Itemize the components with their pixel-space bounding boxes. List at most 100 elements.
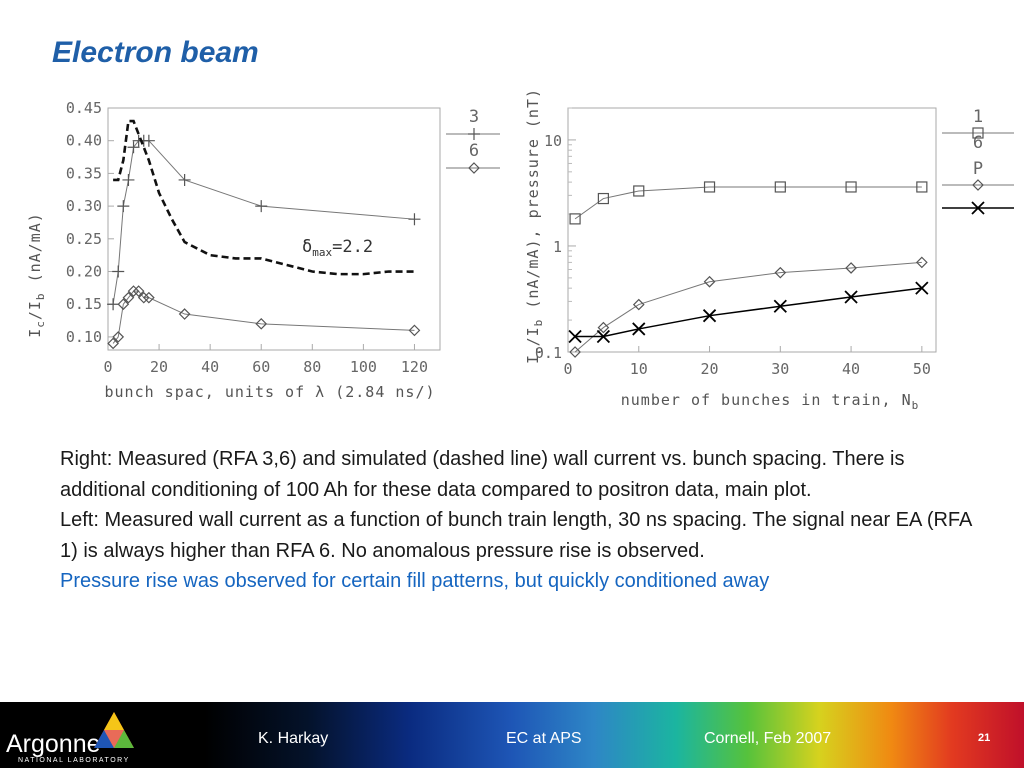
right-x-tick-label: 50 bbox=[913, 360, 931, 378]
footer-author: K. Harkay bbox=[258, 730, 329, 747]
right-x-tick-label: 30 bbox=[771, 360, 789, 378]
slide-title: Electron beam bbox=[52, 36, 259, 69]
left-y-tick-label: 0.30 bbox=[66, 197, 102, 215]
series-1-point bbox=[569, 213, 581, 225]
left-x-tick-label: 80 bbox=[303, 358, 321, 376]
chart-wall-current-vs-train-length: 0.1 1 10 0 10 20 30 40 50 1 6 P number of bunches … bbox=[524, 90, 1014, 412]
argonne-logo-text: Argonne bbox=[6, 730, 101, 758]
series-3-line bbox=[112, 140, 415, 305]
series-6-point bbox=[112, 331, 125, 343]
left-plot-frame bbox=[107, 107, 441, 351]
series-P-point bbox=[844, 290, 858, 304]
right-x-axis-label: number of bunches in train, Nb​ bbox=[621, 391, 920, 412]
right-plot-frame bbox=[567, 107, 937, 353]
series-3-point bbox=[127, 141, 140, 154]
series-6-point bbox=[632, 298, 645, 311]
right-y-tick-label: 10 bbox=[544, 132, 562, 150]
series-1-point bbox=[703, 181, 716, 193]
right-legend-label-P: P bbox=[973, 159, 983, 179]
simulated-dashed-line bbox=[113, 119, 415, 276]
left-x-tick-label: 0 bbox=[103, 358, 112, 376]
argonne-logo-subtitle: NATIONAL LABORATORY bbox=[18, 757, 130, 764]
series-6-point bbox=[569, 346, 581, 358]
right-x-tick-label: 0 bbox=[563, 360, 572, 378]
left-legend-marker-3 bbox=[468, 128, 480, 140]
series-P-point bbox=[702, 309, 717, 323]
series-6-point bbox=[117, 298, 130, 311]
series-1-point bbox=[597, 192, 609, 205]
chart-wall-current-vs-spacing: 0.10 0.15 0.20 0.25 0.30 0.35 0.40 0.45 0 20 40 60 8… bbox=[26, 99, 500, 401]
series-P-point bbox=[773, 299, 787, 313]
series-3-point bbox=[117, 200, 130, 213]
page-number: 21 bbox=[978, 732, 991, 744]
right-y-tick-label: 1 bbox=[553, 238, 562, 256]
right-legend-label-1: 1 bbox=[973, 107, 983, 127]
paragraph-right-description: Right: Measured (RFA 3,6) and simulated … bbox=[60, 448, 905, 501]
series-6-line bbox=[112, 290, 415, 344]
left-x-tick-label: 20 bbox=[150, 358, 168, 376]
series-6-point bbox=[143, 291, 155, 304]
left-y-tick-label: 0.40 bbox=[66, 132, 102, 150]
series-6-point bbox=[132, 285, 145, 297]
series-6-point bbox=[137, 291, 150, 304]
left-legend-label-3: 3 bbox=[469, 107, 479, 127]
left-y-tick-label: 0.45 bbox=[66, 99, 102, 117]
series-6-point bbox=[107, 337, 119, 350]
right-x-tick-label: 10 bbox=[630, 360, 648, 378]
right-legend-marker-P bbox=[971, 201, 985, 215]
highlight-statement: Pressure rise was observed for certain f… bbox=[60, 570, 770, 592]
paragraph-left-description: Left: Measured wall current as a functio… bbox=[60, 509, 972, 562]
right-legend-label-6: 6 bbox=[973, 133, 983, 153]
series-3-point bbox=[107, 298, 120, 311]
series-6-point bbox=[408, 324, 421, 337]
left-y-tick-label: 0.35 bbox=[66, 164, 102, 182]
right-legend-marker-1 bbox=[972, 127, 984, 139]
series-6-point bbox=[774, 266, 787, 279]
right-x-tick-label: 40 bbox=[842, 360, 860, 378]
left-y-tick-label: 0.20 bbox=[66, 263, 102, 281]
series-3-point bbox=[142, 134, 155, 147]
series-1-point bbox=[633, 185, 645, 197]
series-1-line bbox=[574, 186, 922, 220]
series-P-point bbox=[915, 281, 929, 295]
series-6-point bbox=[915, 256, 928, 269]
series-6-point bbox=[127, 285, 140, 297]
series-3-point bbox=[178, 173, 191, 186]
right-legend-marker-6 bbox=[972, 179, 984, 191]
slide-body: Right: Measured (RFA 3,6) and simulated … bbox=[60, 444, 990, 597]
left-y-tick-label: 0.10 bbox=[66, 328, 102, 346]
left-y-axis-label: Ic​/Ib​ (nA/mA) bbox=[26, 212, 47, 338]
right-x-tick-label: 20 bbox=[701, 360, 719, 378]
left-x-tick-label: 120 bbox=[401, 358, 428, 376]
left-y-tick-label: 0.15 bbox=[66, 295, 102, 313]
footer-event: EC at APS bbox=[506, 730, 582, 747]
series-P-point bbox=[596, 329, 611, 344]
series-P-point bbox=[568, 329, 582, 344]
series-6-point bbox=[845, 262, 857, 274]
series-1-point bbox=[774, 181, 786, 193]
left-legend-label-6: 6 bbox=[469, 141, 479, 161]
series-1-point bbox=[845, 181, 857, 193]
series-6-line bbox=[574, 261, 922, 353]
left-x-tick-label: 100 bbox=[350, 358, 377, 376]
series-3-point bbox=[255, 200, 268, 213]
right-y-axis-label: Ic​/Ib​ (nA/mA), pressure (nT) bbox=[524, 90, 545, 364]
footer-bar: Argonne NATIONAL LABORATORY K. Harkay EC… bbox=[0, 702, 1024, 768]
delta-max-annotation: δmax=2.2 bbox=[302, 237, 373, 259]
left-legend-marker-6 bbox=[468, 162, 480, 174]
right-y-tick-label: 0.1 bbox=[535, 344, 562, 362]
footer-venue: Cornell, Feb 2007 bbox=[704, 730, 832, 747]
series-3-point bbox=[122, 173, 135, 186]
left-x-tick-label: 40 bbox=[201, 358, 219, 376]
series-3-point bbox=[112, 265, 125, 278]
series-6-point bbox=[178, 308, 191, 320]
left-x-tick-label: 60 bbox=[252, 358, 270, 376]
series-1-point bbox=[916, 181, 928, 193]
series-P-point bbox=[632, 322, 646, 336]
series-6-point bbox=[255, 317, 268, 330]
series-6-point bbox=[597, 321, 610, 334]
left-y-tick-label: 0.25 bbox=[66, 230, 102, 248]
left-x-axis-label: bunch spac, units of λ (2.84 ns/) bbox=[104, 383, 435, 401]
series-3-point bbox=[408, 213, 421, 226]
argonne-triangle-logo-icon bbox=[94, 712, 134, 748]
